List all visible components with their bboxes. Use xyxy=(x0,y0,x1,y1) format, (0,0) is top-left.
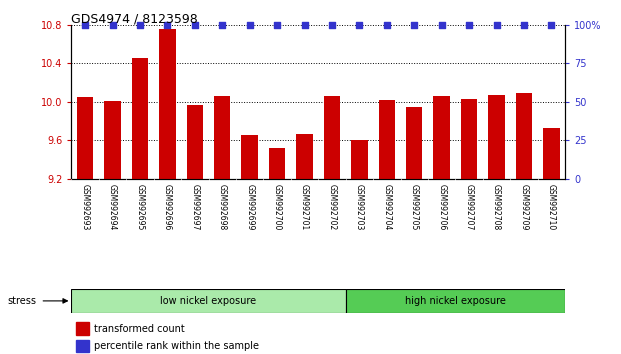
Text: transformed count: transformed count xyxy=(94,324,184,333)
Bar xyxy=(346,289,565,313)
Point xyxy=(546,22,556,28)
Bar xyxy=(296,133,313,179)
Point xyxy=(135,22,145,28)
Point xyxy=(464,22,474,28)
Point xyxy=(327,22,337,28)
Text: GSM992710: GSM992710 xyxy=(547,184,556,230)
Text: GSM992708: GSM992708 xyxy=(492,184,501,230)
Point xyxy=(519,22,529,28)
Text: GSM992701: GSM992701 xyxy=(300,184,309,230)
Bar xyxy=(324,96,340,179)
Text: GSM992693: GSM992693 xyxy=(81,184,89,231)
Point xyxy=(492,22,502,28)
Bar xyxy=(76,340,89,352)
Text: GSM992705: GSM992705 xyxy=(410,184,419,231)
Text: percentile rank within the sample: percentile rank within the sample xyxy=(94,341,258,351)
Bar xyxy=(488,95,505,179)
Point xyxy=(409,22,419,28)
Bar xyxy=(71,289,346,313)
Bar xyxy=(543,128,560,179)
Text: GSM992695: GSM992695 xyxy=(135,184,145,231)
Bar xyxy=(77,97,93,179)
Text: GSM992706: GSM992706 xyxy=(437,184,446,231)
Text: GSM992704: GSM992704 xyxy=(383,184,391,231)
Bar xyxy=(214,96,230,179)
Text: GSM992700: GSM992700 xyxy=(273,184,281,231)
Bar xyxy=(461,99,478,179)
Text: GSM992699: GSM992699 xyxy=(245,184,254,231)
Point xyxy=(245,22,255,28)
Text: high nickel exposure: high nickel exposure xyxy=(405,296,506,306)
Point xyxy=(80,22,90,28)
Point xyxy=(382,22,392,28)
Bar xyxy=(433,96,450,179)
Bar xyxy=(379,100,395,179)
Text: GSM992698: GSM992698 xyxy=(218,184,227,230)
Point xyxy=(217,22,227,28)
Text: GSM992696: GSM992696 xyxy=(163,184,172,231)
Text: low nickel exposure: low nickel exposure xyxy=(160,296,256,306)
Bar xyxy=(269,148,286,179)
Bar xyxy=(242,136,258,179)
Bar xyxy=(159,29,176,179)
Text: GSM992709: GSM992709 xyxy=(520,184,528,231)
Text: stress: stress xyxy=(7,296,37,306)
Bar xyxy=(132,57,148,179)
Text: GSM992703: GSM992703 xyxy=(355,184,364,231)
Point xyxy=(355,22,365,28)
Bar xyxy=(515,93,532,179)
Point xyxy=(190,22,200,28)
Text: GSM992702: GSM992702 xyxy=(327,184,337,230)
Text: GSM992694: GSM992694 xyxy=(108,184,117,231)
Text: GSM992707: GSM992707 xyxy=(465,184,474,231)
Point xyxy=(272,22,282,28)
Point xyxy=(163,22,173,28)
Text: GSM992697: GSM992697 xyxy=(191,184,199,231)
Bar xyxy=(76,322,89,335)
Text: GDS4974 / 8123598: GDS4974 / 8123598 xyxy=(71,12,198,25)
Bar xyxy=(104,101,120,179)
Point xyxy=(299,22,309,28)
Bar xyxy=(186,105,203,179)
Point xyxy=(107,22,117,28)
Bar xyxy=(351,140,368,179)
Point xyxy=(437,22,446,28)
Bar xyxy=(406,107,422,179)
